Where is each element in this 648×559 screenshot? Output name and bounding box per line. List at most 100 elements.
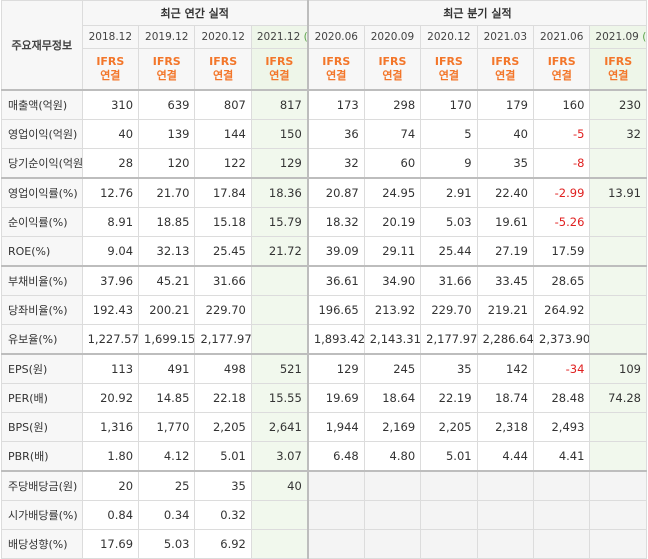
value-cell: 192.43: [81, 295, 140, 325]
value-cell: 230: [589, 89, 647, 120]
value-cell: 0.32: [194, 500, 252, 530]
period-header: 2018.12: [81, 25, 140, 49]
value-cell: 25.45: [194, 236, 252, 267]
consolidated-label: 연결: [269, 69, 290, 82]
table-row: ROE(%) 9.04 32.13 25.45 21.72 39.09 29.11 25.44…: [1, 236, 647, 267]
value-cell: 9: [420, 148, 478, 179]
value-cell: 37.96: [81, 265, 140, 296]
value-cell: [589, 265, 647, 296]
value-cell: 9.04: [81, 236, 140, 267]
value-cell: 196.65: [306, 295, 365, 325]
consolidated-label: 연결: [608, 69, 629, 82]
value-cell: 170: [420, 89, 478, 120]
value-cell: 0.84: [81, 500, 140, 530]
value-cell: 229.70: [194, 295, 252, 325]
annual-results-header: 최근 연간 실적: [81, 0, 309, 26]
row-label: 당기순이익(억원): [1, 148, 83, 179]
value-cell: 245: [363, 353, 422, 384]
value-cell: 1.80: [81, 441, 140, 472]
row-label: 영업이익(억원): [1, 119, 83, 149]
value-cell: 33.45: [476, 265, 535, 296]
period-header: 2020.06: [306, 25, 365, 49]
value-cell: 15.55: [250, 383, 309, 413]
ifrs-label: IFRS: [491, 55, 520, 68]
value-cell: 22.40: [476, 177, 535, 208]
table-row: PBR(배) 1.80 4.12 5.01 3.07 6.48 4.80 5.01 4.44 4.…: [1, 441, 647, 472]
value-cell: [532, 529, 591, 559]
row-label: 부채비율(%): [1, 265, 83, 296]
value-cell: 1,893.42: [306, 324, 365, 355]
value-cell: 35: [194, 470, 252, 501]
value-cell: 15.79: [250, 207, 309, 237]
period-label: 2021.06: [540, 31, 584, 43]
value-cell: 2,318: [476, 412, 535, 442]
ifrs-basis-header: IFRS 연결: [363, 48, 422, 91]
table-row: 시가배당률(%) 0.84 0.34 0.32: [1, 500, 647, 530]
consolidated-label: 연결: [156, 69, 177, 82]
period-label: 2020.12: [427, 31, 471, 43]
value-cell: 32.13: [138, 236, 196, 267]
value-cell: [589, 148, 647, 179]
value-cell: 113: [81, 353, 140, 384]
value-cell: [589, 529, 647, 559]
quarterly-results-header: 최근 분기 실적: [306, 0, 647, 26]
value-cell: 35: [476, 148, 535, 179]
consolidated-label: 연결: [382, 69, 403, 82]
table-row: 배당성향(%) 17.69 5.03 6.92: [1, 529, 647, 559]
value-cell: [420, 529, 478, 559]
value-cell: 28: [81, 148, 140, 179]
ifrs-label: IFRS: [209, 55, 238, 68]
row-label: 순이익률(%): [1, 207, 83, 237]
value-cell: [363, 470, 422, 501]
value-cell: [306, 500, 365, 530]
row-label: PBR(배): [1, 441, 83, 472]
value-cell: 129: [250, 148, 309, 179]
value-cell: [250, 500, 309, 530]
ifrs-label: IFRS: [322, 55, 351, 68]
row-label: 매출액(억원): [1, 89, 83, 120]
period-label: 2018.12: [88, 31, 133, 43]
value-cell: [589, 470, 647, 501]
row-label: 시가배당률(%): [1, 500, 83, 530]
value-cell: [476, 470, 535, 501]
value-cell: 229.70: [420, 295, 478, 325]
value-cell: 35: [420, 353, 478, 384]
value-cell: -5: [532, 119, 591, 149]
value-cell: 40: [476, 119, 535, 149]
period-header: 2020.12: [420, 25, 478, 49]
value-cell: 3.07: [250, 441, 309, 472]
ifrs-label: IFRS: [265, 55, 294, 68]
value-cell: 807: [194, 89, 252, 120]
value-cell: 40: [81, 119, 140, 149]
period-header: 2021.06: [532, 25, 591, 49]
value-cell: 19.61: [476, 207, 535, 237]
value-cell: -8: [532, 148, 591, 179]
value-cell: 160: [532, 89, 591, 120]
value-cell: [363, 529, 422, 559]
table-row: 영업이익률(%) 12.76 21.70 17.84 18.36 20.87 24.95 2.…: [1, 177, 647, 208]
row-label-header: 주요재무정보: [1, 0, 83, 91]
consolidated-label: 연결: [495, 69, 516, 82]
value-cell: 28.48: [532, 383, 591, 413]
consolidated-label: 연결: [551, 69, 572, 82]
value-cell: [363, 500, 422, 530]
estimate-mark: (E): [642, 31, 647, 43]
value-cell: 22.19: [420, 383, 478, 413]
value-cell: 491: [138, 353, 196, 384]
value-cell: 179: [476, 89, 535, 120]
estimate-mark: (E): [303, 31, 308, 43]
value-cell: 5.01: [194, 441, 252, 472]
value-cell: [589, 324, 647, 355]
table-row: 부채비율(%) 37.96 45.21 31.66 36.61 34.90 31.66 33.…: [1, 265, 647, 296]
value-cell: 5.03: [420, 207, 478, 237]
table-row: 영업이익(억원) 40 139 144 150 36 74 5 40 -5 32: [1, 119, 647, 149]
value-cell: 150: [250, 119, 309, 149]
ifrs-basis-header: IFRS 연결: [589, 48, 647, 91]
ifrs-basis-header: IFRS 연결: [532, 48, 591, 91]
ifrs-label: IFRS: [547, 55, 576, 68]
value-cell: 219.21: [476, 295, 535, 325]
value-cell: [589, 500, 647, 530]
value-cell: 6.92: [194, 529, 252, 559]
row-label: PER(배): [1, 383, 83, 413]
